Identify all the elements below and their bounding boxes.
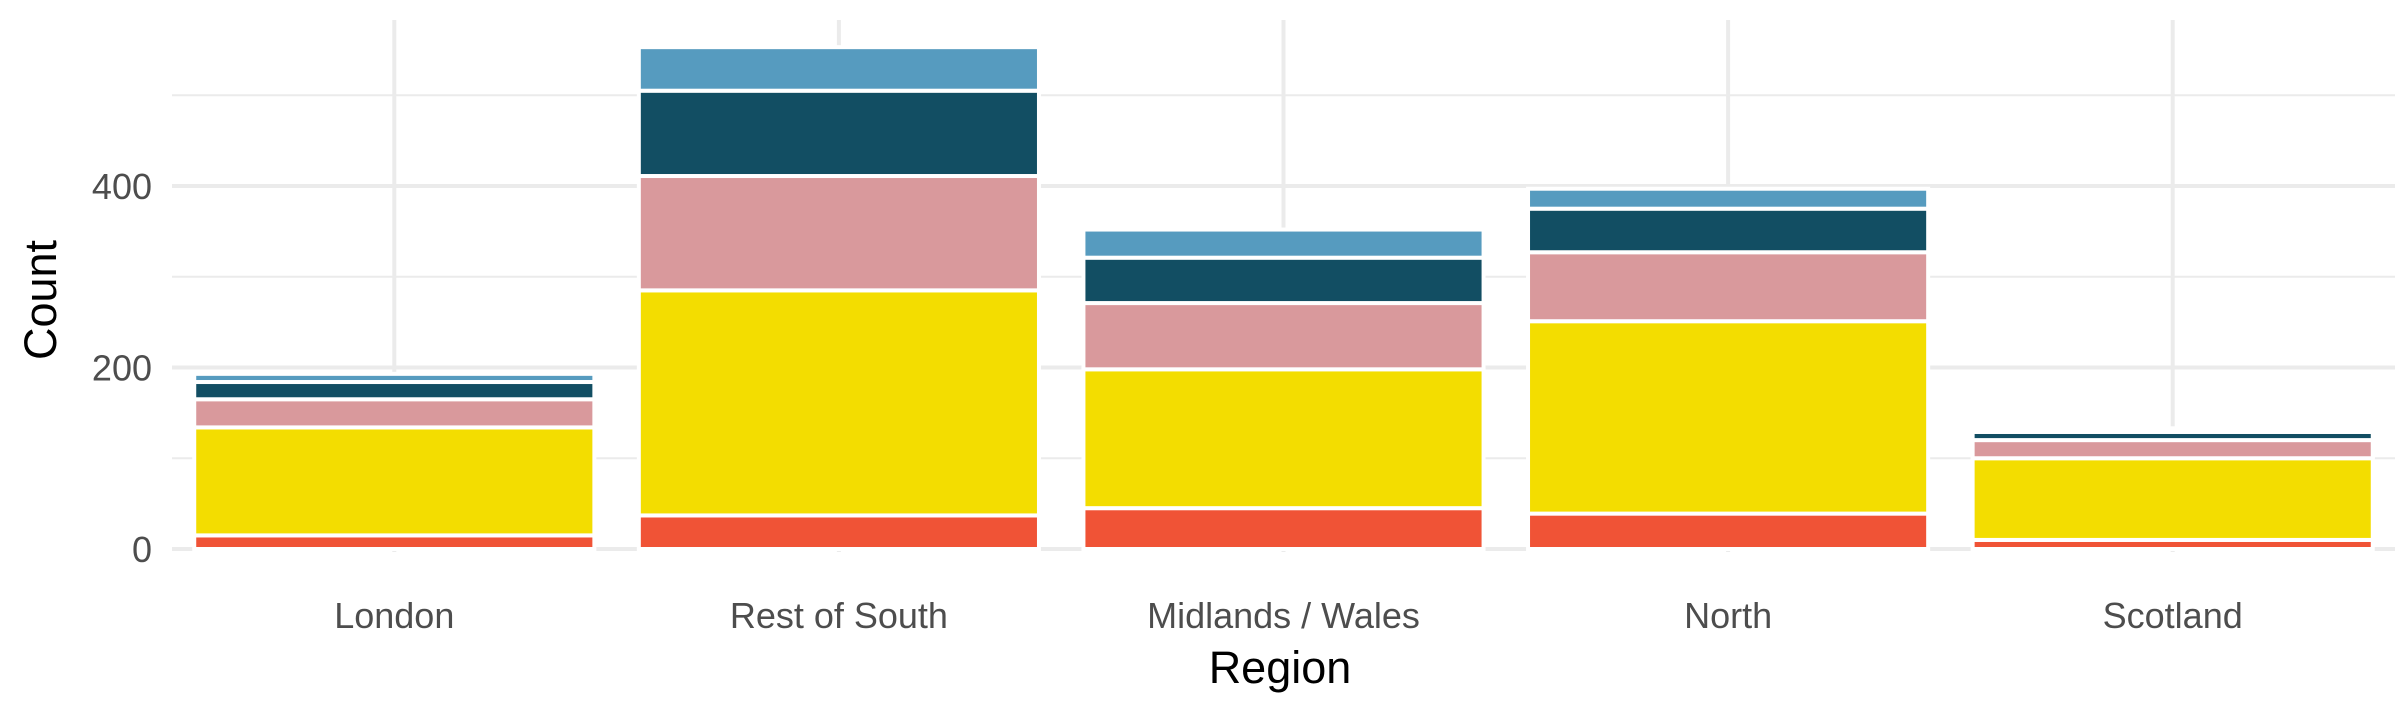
bar-segment — [1081, 227, 1486, 260]
y-axis-ticks: 0 200 400 — [92, 166, 152, 570]
bar-segment — [1081, 301, 1486, 372]
bar-segment — [636, 513, 1041, 551]
x-tick-label: Scotland — [2103, 595, 2243, 636]
bar-segment — [1970, 456, 2375, 542]
y-tick-label: 200 — [92, 348, 152, 389]
y-tick-label: 0 — [132, 529, 152, 570]
y-axis-title: Count — [15, 239, 66, 360]
bar-segment — [192, 533, 597, 552]
bar-segment — [192, 371, 597, 385]
bar-segment — [1526, 186, 1931, 211]
bar-segment — [1970, 426, 2375, 434]
x-tick-label: Rest of South — [730, 595, 948, 636]
bar-segment — [636, 174, 1041, 293]
bar-segment — [636, 288, 1041, 518]
x-axis-title: Region — [1209, 642, 1352, 693]
bar-segment — [1081, 367, 1486, 511]
x-tick-label: London — [334, 595, 454, 636]
bar-segment — [1526, 319, 1931, 516]
bar-segment — [1526, 511, 1931, 551]
bar-segment — [192, 380, 597, 402]
bar-stacks — [192, 45, 2375, 552]
x-tick-label: North — [1684, 595, 1772, 636]
y-tick-label: 400 — [92, 166, 152, 207]
bar-segment — [1081, 255, 1486, 306]
bar-segment — [636, 88, 1041, 179]
bar-segment — [1526, 206, 1931, 255]
x-axis-ticks: London Rest of South Midlands / Wales North… — [334, 595, 2243, 636]
bar-segment — [636, 45, 1041, 93]
bar-segment — [1526, 250, 1931, 324]
bar-segment — [1081, 506, 1486, 552]
bar-segment — [192, 397, 597, 430]
bar-segment — [1970, 438, 2375, 461]
bar-segment — [192, 425, 597, 538]
x-tick-label: Midlands / Wales — [1147, 595, 1420, 636]
